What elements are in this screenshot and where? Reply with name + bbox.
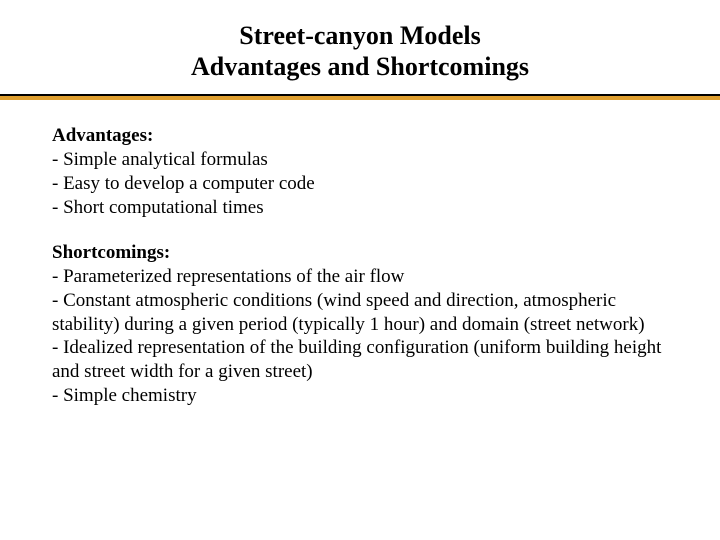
advantages-item: - Short computational times	[52, 196, 668, 220]
shortcomings-item: - Constant atmospheric conditions (wind …	[52, 289, 668, 337]
advantages-section: Advantages: - Simple analytical formulas…	[52, 124, 668, 219]
shortcomings-section: Shortcomings: - Parameterized representa…	[52, 241, 668, 407]
divider-bottom-line	[0, 96, 720, 100]
title-line-1: Street-canyon Models	[0, 20, 720, 51]
advantages-heading: Advantages:	[52, 124, 668, 148]
content-area: Advantages: - Simple analytical formulas…	[0, 124, 720, 407]
shortcomings-item: - Simple chemistry	[52, 384, 668, 408]
shortcomings-heading: Shortcomings:	[52, 241, 668, 265]
divider	[0, 94, 720, 100]
title-block: Street-canyon Models Advantages and Shor…	[0, 20, 720, 82]
shortcomings-item: - Parameterized representations of the a…	[52, 265, 668, 289]
slide-container: Street-canyon Models Advantages and Shor…	[0, 0, 720, 540]
advantages-item: - Easy to develop a computer code	[52, 172, 668, 196]
shortcomings-item: - Idealized representation of the buildi…	[52, 336, 668, 384]
advantages-item: - Simple analytical formulas	[52, 148, 668, 172]
title-line-2: Advantages and Shortcomings	[0, 51, 720, 82]
